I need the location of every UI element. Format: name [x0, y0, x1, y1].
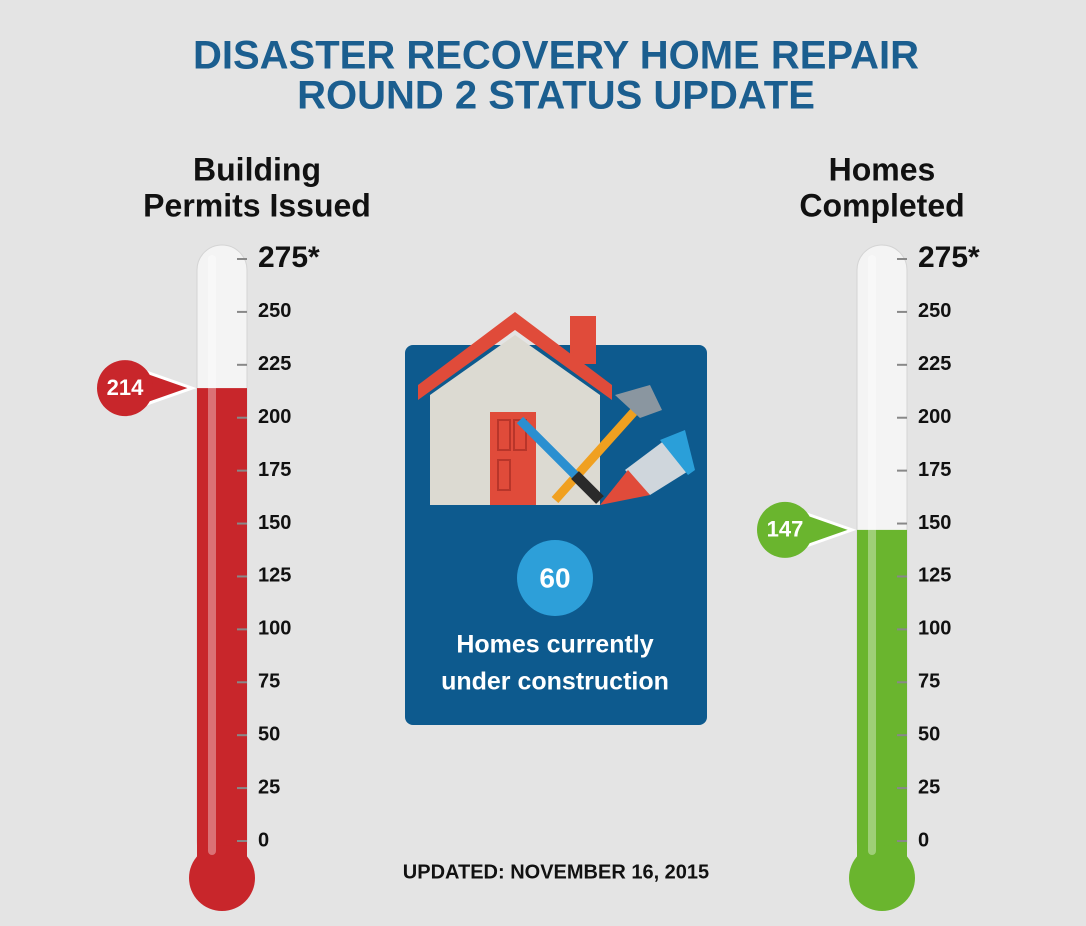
gauge-title: Permits Issued: [143, 187, 371, 223]
tick-label: 200: [258, 406, 291, 428]
title-line: DISASTER RECOVERY HOME REPAIR: [193, 34, 919, 78]
tick-label: 125: [258, 565, 291, 587]
tick-label: 275*: [918, 241, 980, 274]
tick-label: 200: [918, 406, 951, 428]
tick-label: 250: [918, 300, 951, 322]
tick-label: 0: [258, 829, 269, 851]
tick-label: 250: [258, 300, 291, 322]
callout-label: under construction: [441, 668, 669, 696]
fill-level: [197, 388, 247, 860]
tick-label: 225: [918, 353, 951, 375]
tick-label: 150: [918, 512, 951, 534]
tick-label: 225: [258, 353, 291, 375]
tick-label: 50: [918, 723, 940, 745]
tube-shine: [208, 255, 216, 855]
title-line: ROUND 2 STATUS UPDATE: [297, 74, 815, 118]
tick-label: 175: [258, 459, 291, 481]
tick-label: 125: [918, 565, 951, 587]
infographic: DISASTER RECOVERY HOME REPAIR ROUND 2 ST…: [0, 0, 1086, 926]
tick-label: 175: [918, 459, 951, 481]
gauge-title: Completed: [799, 187, 964, 223]
tick-label: 25: [918, 776, 940, 798]
tick-label: 25: [258, 776, 280, 798]
tick-label: 275*: [258, 241, 320, 274]
callout-value: 60: [539, 562, 570, 593]
gauge-title: Homes: [829, 151, 936, 187]
tick-label: 100: [258, 618, 291, 640]
fill-level: [857, 530, 907, 860]
updated-note: UPDATED: NOVEMBER 16, 2015: [403, 861, 709, 883]
bulb: [189, 845, 255, 911]
tick-label: 100: [918, 618, 951, 640]
tube-shine: [868, 255, 876, 855]
bulb: [849, 845, 915, 911]
tick-label: 150: [258, 512, 291, 534]
tick-label: 75: [918, 671, 940, 693]
tick-label: 0: [918, 829, 929, 851]
tick-label: 75: [258, 671, 280, 693]
gauge-title: Building: [193, 151, 321, 187]
tick-label: 50: [258, 723, 280, 745]
marker-value: 147: [767, 517, 804, 542]
callout-label: Homes currently: [456, 631, 653, 659]
marker-value: 214: [107, 375, 144, 400]
callout-panel: 60 Homes currently under construction: [405, 312, 707, 725]
